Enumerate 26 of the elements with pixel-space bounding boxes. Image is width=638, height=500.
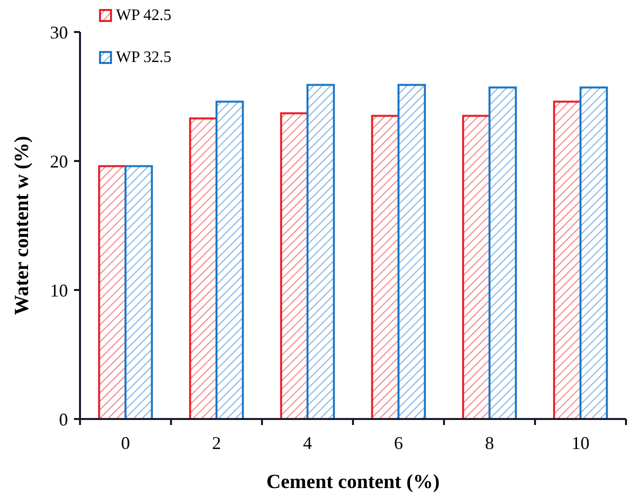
bar [488, 86, 517, 420]
bar [124, 165, 153, 420]
y-tick-label: 30 [50, 22, 68, 42]
bar [553, 100, 582, 420]
bar [98, 165, 126, 420]
y-tick-label: 20 [50, 151, 68, 172]
legend-label: WP 42.5 [116, 7, 172, 24]
x-tick-label: 4 [303, 433, 312, 453]
y-axis-title: Water content w (%) [11, 136, 33, 316]
x-tick-label: 0 [121, 433, 130, 453]
bar [371, 114, 400, 420]
bar [398, 84, 426, 420]
x-tick-label: 10 [572, 433, 590, 453]
x-tick-label: 8 [485, 433, 494, 453]
bar [280, 112, 308, 420]
y-tick-label: 10 [50, 280, 68, 300]
x-tick-label: 2 [212, 433, 221, 453]
legend-label: WP 32.5 [116, 49, 172, 66]
bar [306, 84, 335, 420]
bar [189, 117, 218, 420]
x-axis-title: Cement content (%) [266, 471, 440, 493]
bar [216, 100, 244, 420]
y-tick-label: 0 [59, 409, 68, 430]
x-tick-label: 6 [394, 433, 403, 453]
bar [580, 86, 608, 420]
bar [462, 114, 490, 420]
